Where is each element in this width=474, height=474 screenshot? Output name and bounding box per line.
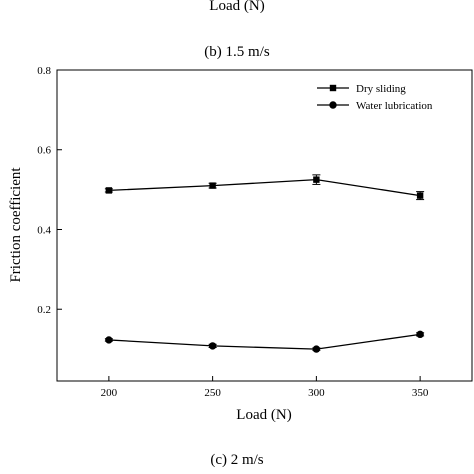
x-tick-label: 250 <box>204 387 221 399</box>
y-ticks: 0.2 0.4 0.6 0.8 <box>37 65 62 316</box>
legend-label: Water lubrication <box>356 100 433 112</box>
figure-caption-c: (c) 2 m/s <box>210 452 264 468</box>
legend-label: Dry sliding <box>356 83 406 95</box>
square-marker <box>329 84 337 92</box>
y-tick-label: 0.4 <box>37 224 51 236</box>
plot-frame <box>56 69 473 382</box>
circle-marker <box>105 336 113 344</box>
x-axis-label: Load (N) <box>236 407 291 423</box>
y-tick-label: 0.8 <box>37 65 51 77</box>
square-marker <box>105 187 113 194</box>
square-marker <box>416 192 424 199</box>
x-tick-label: 350 <box>412 387 429 399</box>
x-tick-label: 300 <box>308 387 325 399</box>
y-axis-label: Friction coefficient <box>8 167 24 283</box>
square-marker <box>313 176 320 183</box>
circle-marker <box>312 345 321 353</box>
x-ticks: 200 250 300 350 <box>101 376 429 399</box>
series-layer <box>104 174 425 353</box>
legend: Dry sliding Water lubrication <box>317 83 433 112</box>
series-line <box>108 178 421 197</box>
circle-marker <box>416 330 424 339</box>
series-line <box>108 333 421 350</box>
circle-marker <box>329 101 337 109</box>
series-dry-sliding <box>104 174 425 201</box>
figure-caption-b: (b) 1.5 m/s <box>204 44 270 60</box>
circle-marker <box>208 342 217 350</box>
y-tick-label: 0.6 <box>37 145 51 157</box>
y-tick-label: 0.2 <box>37 304 51 316</box>
top-x-axis-label: Load (N) <box>209 0 265 14</box>
series-water-lubrication <box>104 330 425 353</box>
square-marker <box>209 182 216 189</box>
x-tick-label: 200 <box>101 387 118 399</box>
